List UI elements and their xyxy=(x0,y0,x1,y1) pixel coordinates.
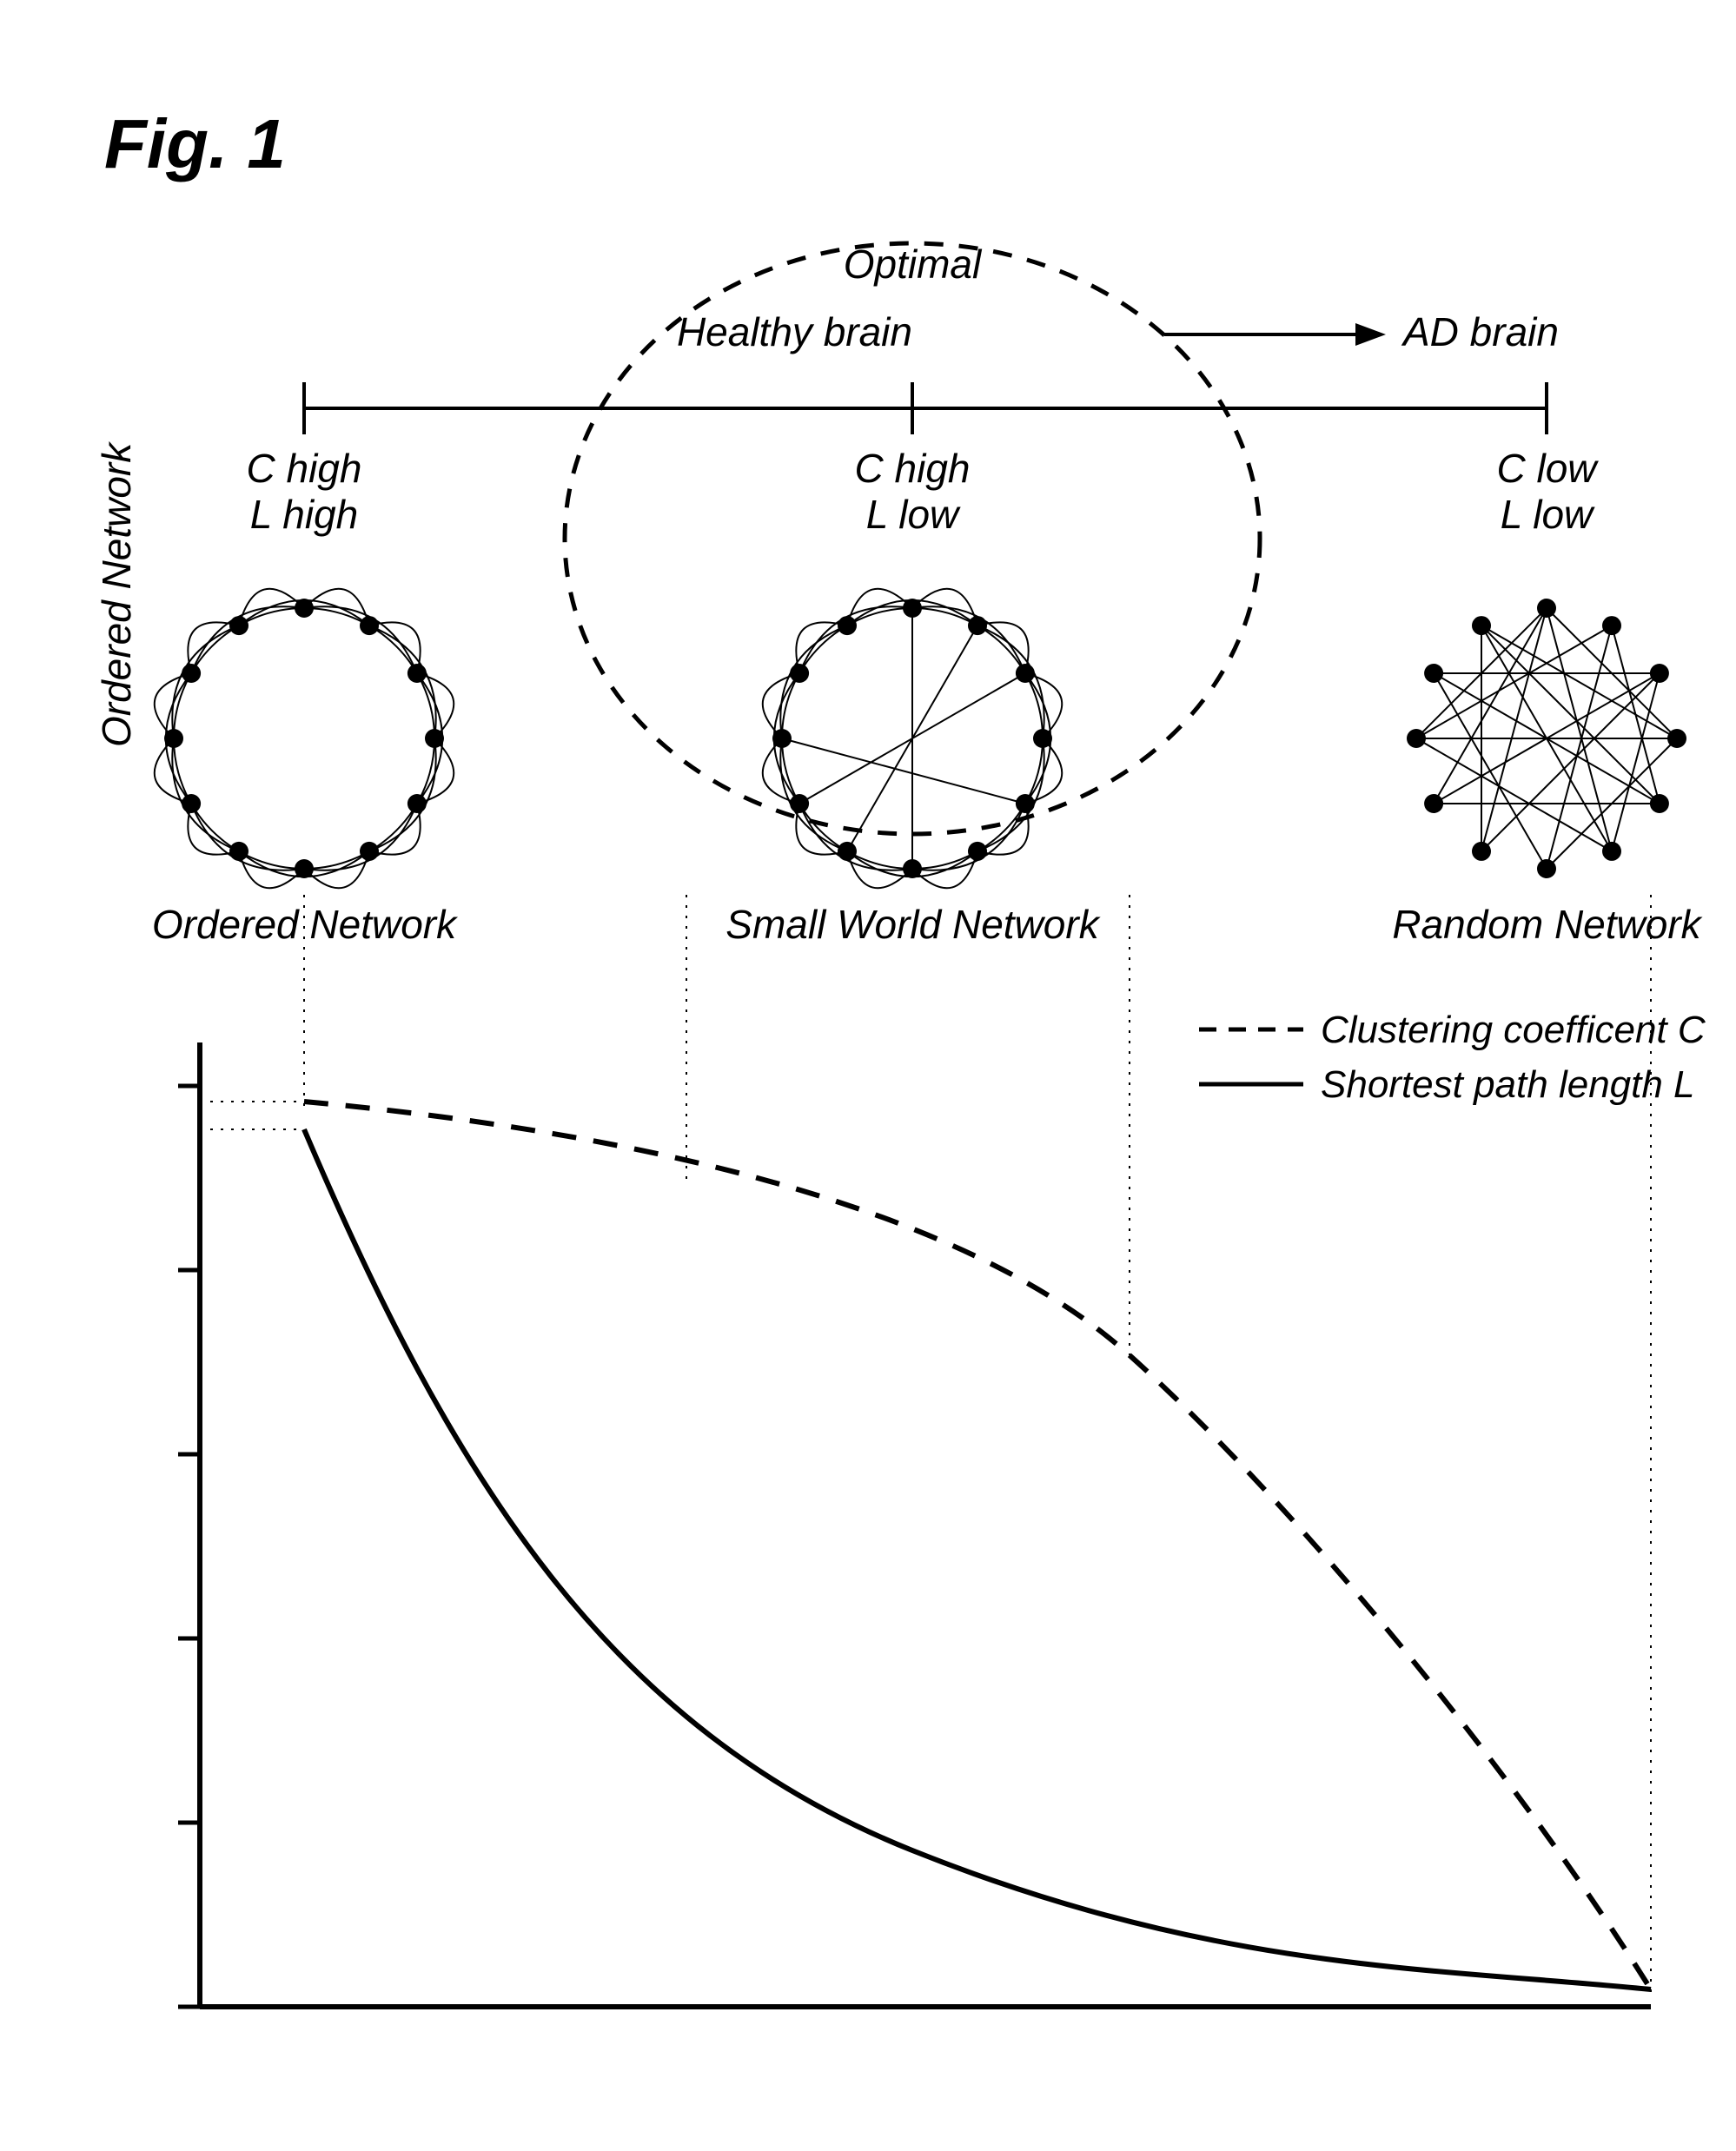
legend-l-label: Shortest path length L xyxy=(1321,1063,1695,1106)
tick-mid-l: L low xyxy=(866,492,961,537)
tick-right-l: L low xyxy=(1501,492,1595,537)
random-network xyxy=(1407,599,1686,878)
curve-clustering xyxy=(304,1102,1651,1989)
random-network-caption: Random Network xyxy=(1392,902,1702,947)
axis-label-healthy: Healthy brain xyxy=(677,309,912,354)
chart: Clustering coefficent C Shortest path le… xyxy=(178,895,1706,2007)
small-world-network xyxy=(763,589,1062,888)
legend-c-label: Clustering coefficent C xyxy=(1321,1009,1706,1051)
ordered-network-caption: Ordered Network xyxy=(152,902,458,947)
optimal-label: Optimal xyxy=(844,242,983,287)
figure-page: Fig. 1 Healthy brain AD brain C high L h… xyxy=(0,0,1736,2151)
chart-legend: Clustering coefficent C Shortest path le… xyxy=(1199,1009,1706,1106)
brain-axis: Healthy brain AD brain C high L high C h… xyxy=(247,309,1600,537)
axis-label-ad: AD brain xyxy=(1401,309,1559,354)
small-world-network-caption: Small World Network xyxy=(726,902,1100,947)
tick-left-c: C high xyxy=(247,446,362,491)
curve-pathlength xyxy=(304,1129,1651,1989)
figure-canvas: Healthy brain AD brain C high L high C h… xyxy=(0,0,1736,2151)
tick-right-c: C low xyxy=(1496,446,1599,491)
ordered-network-label: Ordered Network xyxy=(94,441,139,747)
tick-mid-c: C high xyxy=(855,446,971,491)
tick-left-l: L high xyxy=(250,492,359,537)
